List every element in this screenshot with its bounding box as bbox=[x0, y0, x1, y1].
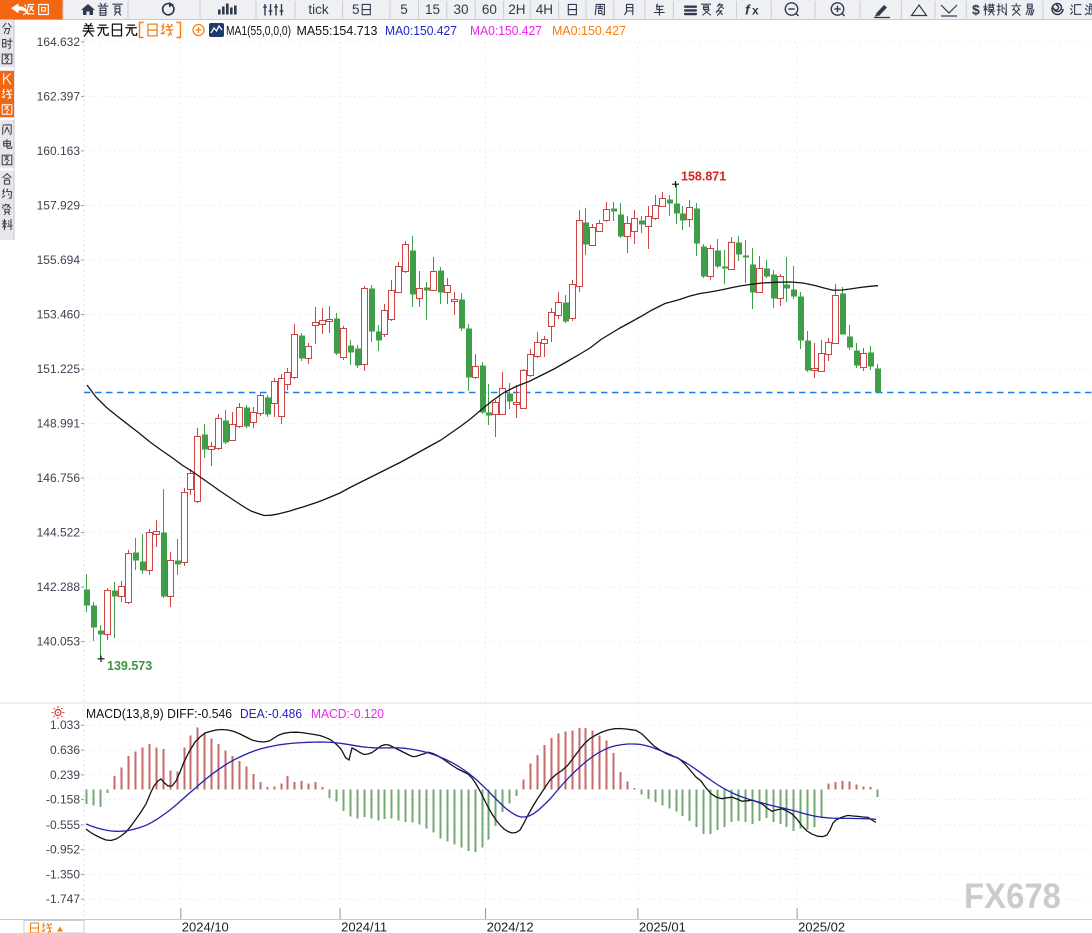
svg-text:30: 30 bbox=[453, 2, 468, 17]
svg-text:164.632: 164.632 bbox=[37, 35, 81, 49]
svg-text:157.929: 157.929 bbox=[37, 199, 81, 213]
svg-text:60: 60 bbox=[482, 2, 497, 17]
svg-text:-0.555: -0.555 bbox=[46, 818, 80, 832]
svg-text:-0.158: -0.158 bbox=[46, 793, 80, 807]
svg-text:158.871: 158.871 bbox=[681, 170, 726, 184]
svg-text:162.397: 162.397 bbox=[37, 89, 81, 103]
svg-text:-1.747: -1.747 bbox=[46, 892, 80, 906]
svg-text:2025/01: 2025/01 bbox=[639, 920, 686, 933]
svg-text:5: 5 bbox=[352, 2, 360, 17]
svg-text:MA0:150.427: MA0:150.427 bbox=[385, 23, 457, 38]
svg-text:MA1(55,0,0,0): MA1(55,0,0,0) bbox=[226, 23, 291, 38]
svg-text:2H: 2H bbox=[508, 2, 525, 17]
svg-text:f: f bbox=[745, 2, 751, 18]
svg-text:153.460: 153.460 bbox=[37, 308, 81, 322]
svg-text:140.053: 140.053 bbox=[37, 635, 81, 649]
svg-text:MA0:150.427: MA0:150.427 bbox=[552, 23, 626, 38]
svg-text:MACD(13,8,9) DIFF:-0.546: MACD(13,8,9) DIFF:-0.546 bbox=[86, 706, 232, 721]
svg-text:5: 5 bbox=[400, 2, 408, 17]
svg-text:155.694: 155.694 bbox=[37, 253, 81, 267]
svg-text:tick: tick bbox=[308, 2, 329, 17]
svg-text:2025/02: 2025/02 bbox=[798, 920, 845, 933]
svg-text:2024/11: 2024/11 bbox=[341, 920, 387, 933]
svg-text:DEA:-0.486: DEA:-0.486 bbox=[240, 706, 302, 721]
svg-text:15: 15 bbox=[425, 2, 440, 17]
svg-text:$: $ bbox=[972, 2, 980, 18]
svg-text:-0.952: -0.952 bbox=[46, 843, 80, 857]
svg-text:1.033: 1.033 bbox=[50, 718, 80, 732]
svg-text:MA55:154.713: MA55:154.713 bbox=[297, 23, 378, 38]
svg-text:148.991: 148.991 bbox=[37, 417, 81, 431]
svg-text:2024/10: 2024/10 bbox=[182, 920, 229, 933]
svg-text:0.636: 0.636 bbox=[50, 743, 80, 757]
svg-text:MA0:150.427: MA0:150.427 bbox=[470, 23, 542, 38]
svg-text:FX678: FX678 bbox=[964, 877, 1061, 916]
svg-text:0.239: 0.239 bbox=[50, 768, 80, 782]
svg-text:151.225: 151.225 bbox=[37, 362, 81, 376]
svg-text:160.163: 160.163 bbox=[37, 144, 81, 158]
svg-text:x: x bbox=[752, 4, 759, 18]
svg-text:4H: 4H bbox=[536, 2, 553, 17]
svg-text:139.573: 139.573 bbox=[107, 659, 152, 673]
svg-text:2024/12: 2024/12 bbox=[487, 920, 534, 933]
svg-text:144.522: 144.522 bbox=[37, 526, 81, 540]
svg-text:-1.350: -1.350 bbox=[46, 867, 80, 881]
svg-text:MACD:-0.120: MACD:-0.120 bbox=[311, 706, 384, 721]
svg-text:146.756: 146.756 bbox=[37, 471, 81, 485]
svg-text:142.288: 142.288 bbox=[37, 580, 81, 594]
